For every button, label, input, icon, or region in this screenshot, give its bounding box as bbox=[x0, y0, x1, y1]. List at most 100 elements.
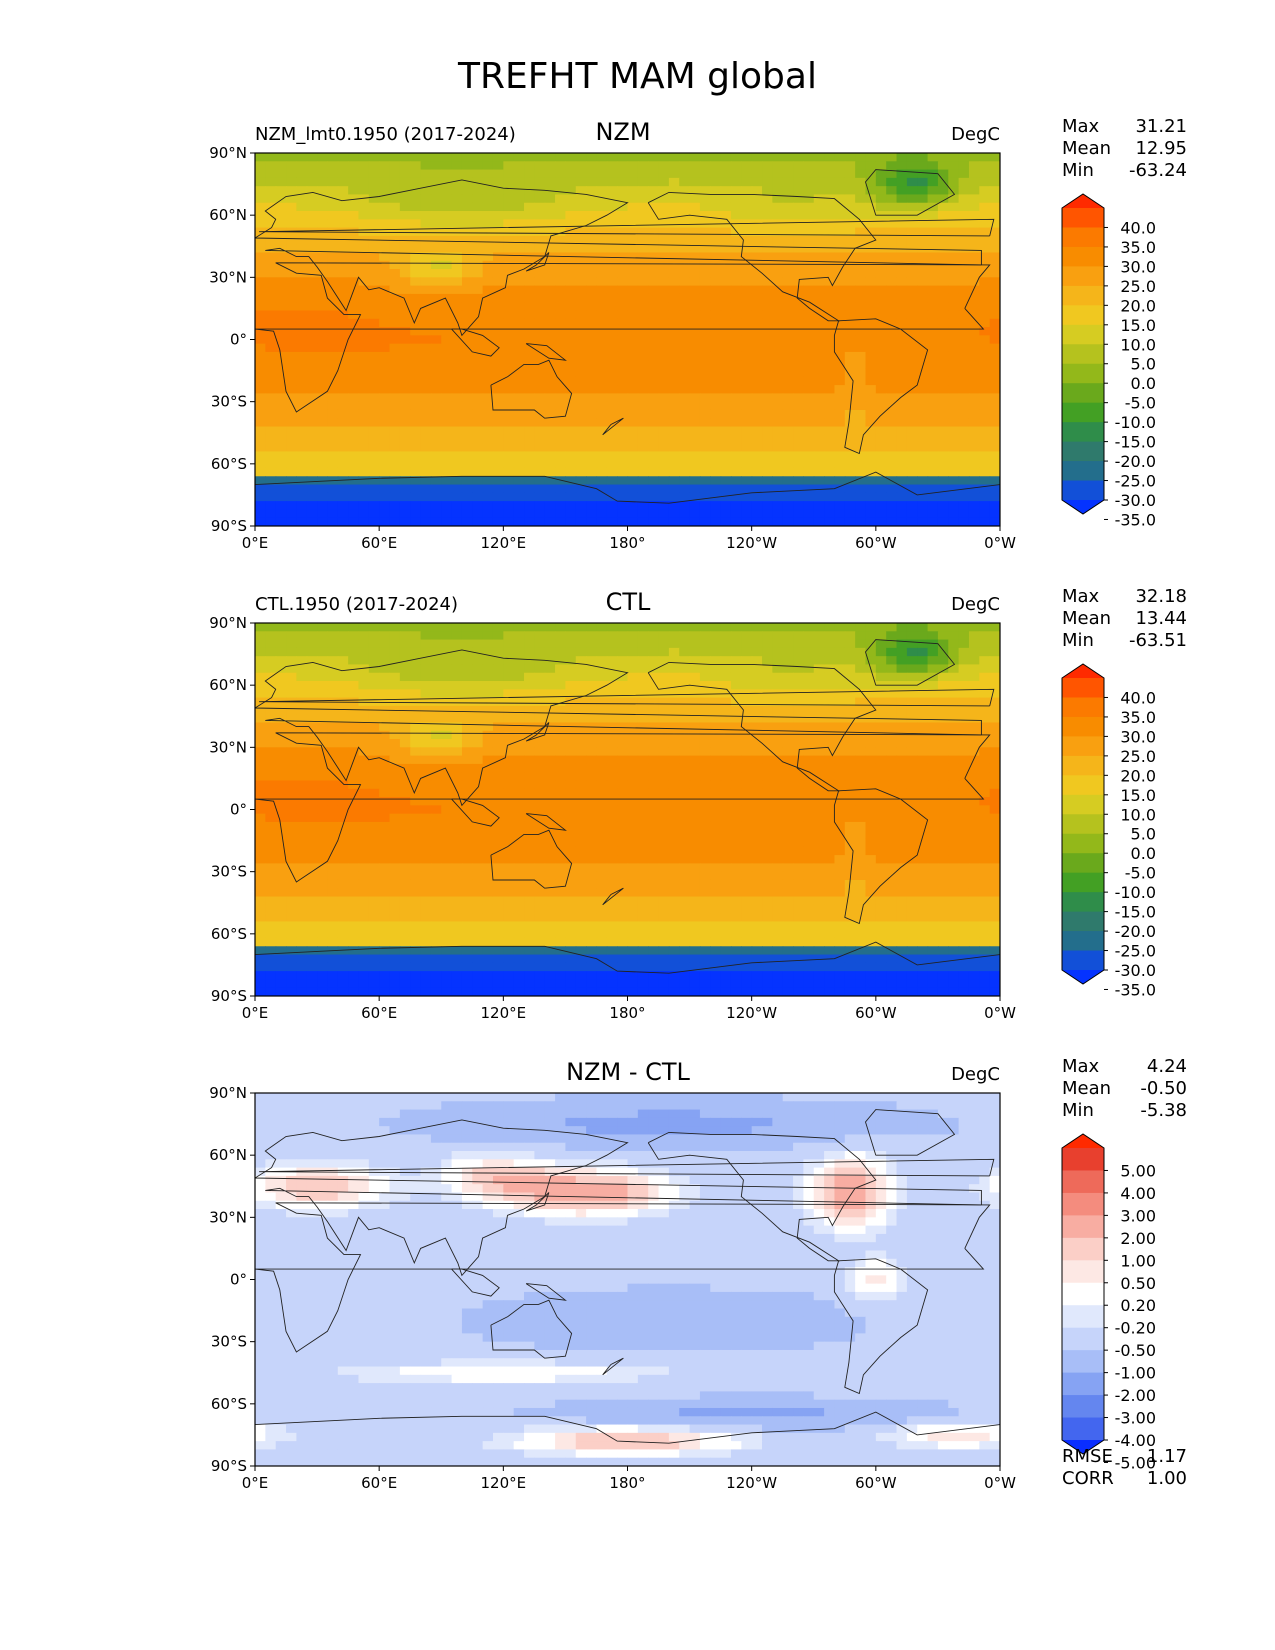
mean-value: 12.95 bbox=[1135, 138, 1187, 159]
field-cell bbox=[451, 631, 463, 641]
field-cell bbox=[896, 443, 908, 452]
field-cell bbox=[720, 459, 732, 469]
field-cell bbox=[772, 434, 784, 444]
field-cell bbox=[699, 161, 711, 171]
field-cell bbox=[803, 161, 815, 171]
field-cell bbox=[855, 805, 867, 815]
field-cell bbox=[803, 451, 815, 461]
field-cell bbox=[348, 631, 360, 641]
field-cell bbox=[482, 169, 494, 179]
field-cell bbox=[482, 714, 494, 724]
field-cell bbox=[441, 351, 453, 361]
field-cell bbox=[306, 730, 318, 740]
field-cell bbox=[472, 788, 484, 798]
field-cell bbox=[803, 755, 815, 765]
field-cell bbox=[741, 351, 753, 361]
field-cell bbox=[410, 755, 422, 765]
field-cell bbox=[927, 681, 939, 690]
field-cell bbox=[596, 343, 608, 353]
field-cell bbox=[596, 631, 608, 641]
field-cell bbox=[875, 335, 887, 345]
field-cell bbox=[492, 285, 504, 295]
colorbar-label: -5.0 bbox=[1125, 394, 1156, 413]
field-cell bbox=[296, 672, 308, 682]
field-cell bbox=[286, 277, 297, 287]
field-cell bbox=[648, 780, 660, 790]
field-cell bbox=[555, 401, 567, 411]
field-cell bbox=[813, 484, 825, 494]
field-cell bbox=[472, 467, 484, 477]
field-cell bbox=[958, 681, 970, 690]
field-cell bbox=[896, 227, 908, 237]
field-cell bbox=[803, 484, 815, 494]
field-cell bbox=[699, 476, 711, 486]
field-cell bbox=[275, 302, 287, 312]
field-cell bbox=[317, 177, 329, 187]
y-tick-label: 30°S bbox=[211, 393, 247, 411]
field-cell bbox=[492, 177, 504, 187]
field-cell bbox=[482, 656, 494, 666]
field-cell bbox=[896, 194, 908, 204]
field-cell bbox=[430, 335, 442, 345]
field-cell bbox=[648, 459, 660, 469]
field-cell bbox=[265, 509, 277, 519]
field-cell bbox=[989, 664, 1000, 674]
field-cell bbox=[896, 755, 908, 765]
field-cell bbox=[689, 194, 701, 204]
field-cell bbox=[906, 459, 918, 469]
field-cell bbox=[317, 385, 329, 394]
field-cell bbox=[451, 517, 463, 526]
field-cell bbox=[461, 509, 473, 519]
field-cell bbox=[544, 244, 556, 254]
field-cell bbox=[617, 772, 629, 782]
field-cell bbox=[606, 219, 618, 229]
field-cell bbox=[937, 697, 949, 707]
field-cell bbox=[389, 269, 401, 278]
field-cell bbox=[472, 260, 484, 270]
field-cell bbox=[255, 763, 266, 773]
field-cell bbox=[606, 285, 618, 295]
field-cell bbox=[524, 722, 535, 732]
field-cell bbox=[503, 368, 515, 378]
field-cell bbox=[948, 177, 960, 187]
field-cell bbox=[896, 664, 908, 674]
field-cell bbox=[368, 805, 380, 815]
field-cell bbox=[503, 401, 515, 411]
field-cell bbox=[492, 385, 504, 394]
field-cell bbox=[948, 393, 960, 403]
field-cell bbox=[772, 177, 784, 187]
field-cell bbox=[306, 517, 318, 526]
field-cell bbox=[813, 376, 825, 386]
field-cell bbox=[368, 501, 380, 511]
field-cell bbox=[399, 647, 411, 657]
field-cell bbox=[699, 186, 711, 196]
field-cell bbox=[586, 705, 598, 715]
field-cell bbox=[751, 426, 763, 436]
field-cell bbox=[451, 376, 463, 386]
field-cell bbox=[306, 689, 318, 699]
field-cell bbox=[482, 639, 494, 649]
field-cell bbox=[906, 484, 918, 494]
field-cell bbox=[751, 409, 763, 419]
field-cell bbox=[348, 739, 360, 748]
field-cell bbox=[534, 244, 546, 254]
field-cell bbox=[337, 780, 349, 790]
field-cell bbox=[492, 714, 504, 724]
field-cell bbox=[762, 277, 773, 287]
field-cell bbox=[617, 260, 629, 270]
field-cell bbox=[824, 302, 836, 312]
field-cell bbox=[596, 772, 608, 782]
field-cell bbox=[824, 672, 836, 682]
field-cell bbox=[410, 459, 422, 469]
field-cell bbox=[503, 739, 515, 748]
field-cell bbox=[855, 169, 867, 179]
field-cell bbox=[255, 360, 266, 370]
field-cell bbox=[461, 722, 473, 732]
field-cell bbox=[389, 689, 401, 699]
field-cell bbox=[648, 722, 660, 732]
field-cell bbox=[699, 194, 711, 204]
field-cell bbox=[627, 639, 639, 649]
field-cell bbox=[524, 385, 535, 394]
field-cell bbox=[275, 401, 287, 411]
field-cell bbox=[472, 492, 484, 502]
